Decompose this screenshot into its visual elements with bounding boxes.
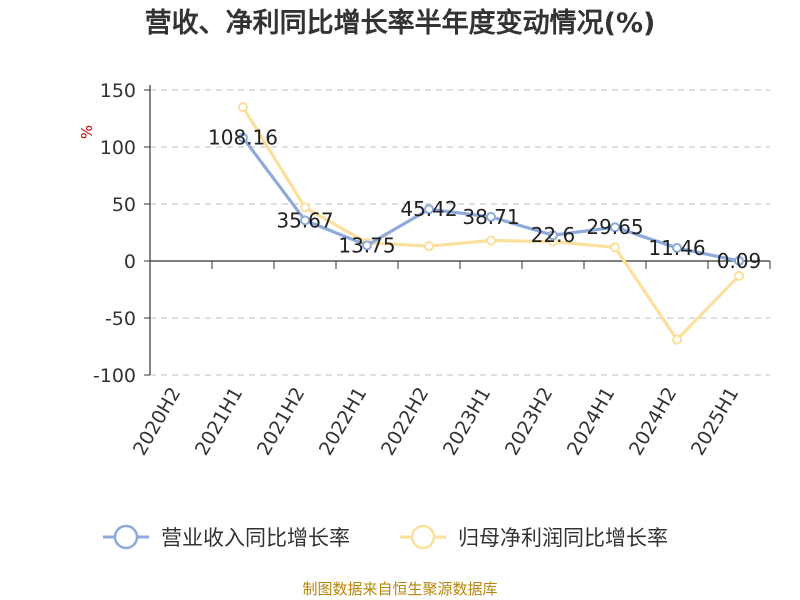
x-tick-label: 2023H2 <box>501 384 557 460</box>
x-tick-label: 2021H1 <box>191 384 247 460</box>
data-label: 13.75 <box>338 233 395 257</box>
source-note: 制图数据来自恒生聚源数据库 <box>302 580 497 598</box>
x-tick-label: 2022H1 <box>315 384 371 460</box>
series-1-point <box>362 240 372 251</box>
data-label: 108.16 <box>208 126 278 150</box>
y-tick-label: -100 <box>93 365 136 387</box>
series-2-point <box>734 270 744 281</box>
series-1-point <box>672 242 682 253</box>
y-tick-label: 0 <box>124 251 136 273</box>
x-tick-label: 2021H2 <box>253 384 309 460</box>
data-label: 29.65 <box>586 215 643 239</box>
y-tick-label: -50 <box>105 308 136 330</box>
y-tick-label: 100 <box>100 137 136 159</box>
series-lines <box>238 102 744 345</box>
x-tick-label: 2024H1 <box>563 384 619 460</box>
x-tick-label: 2023H1 <box>439 384 495 460</box>
legend-label-2: 归母净利润同比增长率 <box>458 526 668 550</box>
data-label: 35.67 <box>276 208 333 232</box>
series-2-point <box>300 202 310 213</box>
series-2-point <box>610 242 620 253</box>
x-tick-label: 2022H2 <box>377 384 433 460</box>
legend-marker-2 <box>410 524 436 550</box>
series-2-point <box>486 235 496 246</box>
series-2-point <box>238 102 248 113</box>
x-tick-label: 2020H2 <box>129 384 185 460</box>
x-tick-label: 2025H1 <box>687 384 743 460</box>
legend-marker-1 <box>113 524 139 550</box>
series-1-point <box>734 255 744 266</box>
series-2-point <box>672 334 682 345</box>
data-label: 45.42 <box>400 197 457 221</box>
series-1-point <box>610 222 620 233</box>
chart-title: 营收、净利同比增长率半年度变动情况(%) <box>145 7 656 39</box>
y-axis-unit-label: % <box>78 125 96 139</box>
grid-lines <box>150 89 770 376</box>
data-label: 38.71 <box>462 205 519 229</box>
series-1-point <box>548 230 558 241</box>
data-label: 11.46 <box>648 236 705 260</box>
data-label: 0.09 <box>717 249 762 273</box>
data-label: 22.6 <box>531 223 576 247</box>
legend: 营业收入同比增长率 归母净利润同比增长率 <box>103 524 668 550</box>
y-tick-label: 50 <box>112 194 136 216</box>
series-2-point <box>424 241 434 252</box>
series-1-point <box>300 215 310 226</box>
legend-label-1: 营业收入同比增长率 <box>161 526 350 550</box>
series-1-point <box>486 211 496 222</box>
series-1-point <box>424 204 434 215</box>
series-1-point <box>238 132 248 143</box>
y-tick-label: 150 <box>100 80 136 102</box>
x-tick-label: 2024H2 <box>625 384 681 460</box>
